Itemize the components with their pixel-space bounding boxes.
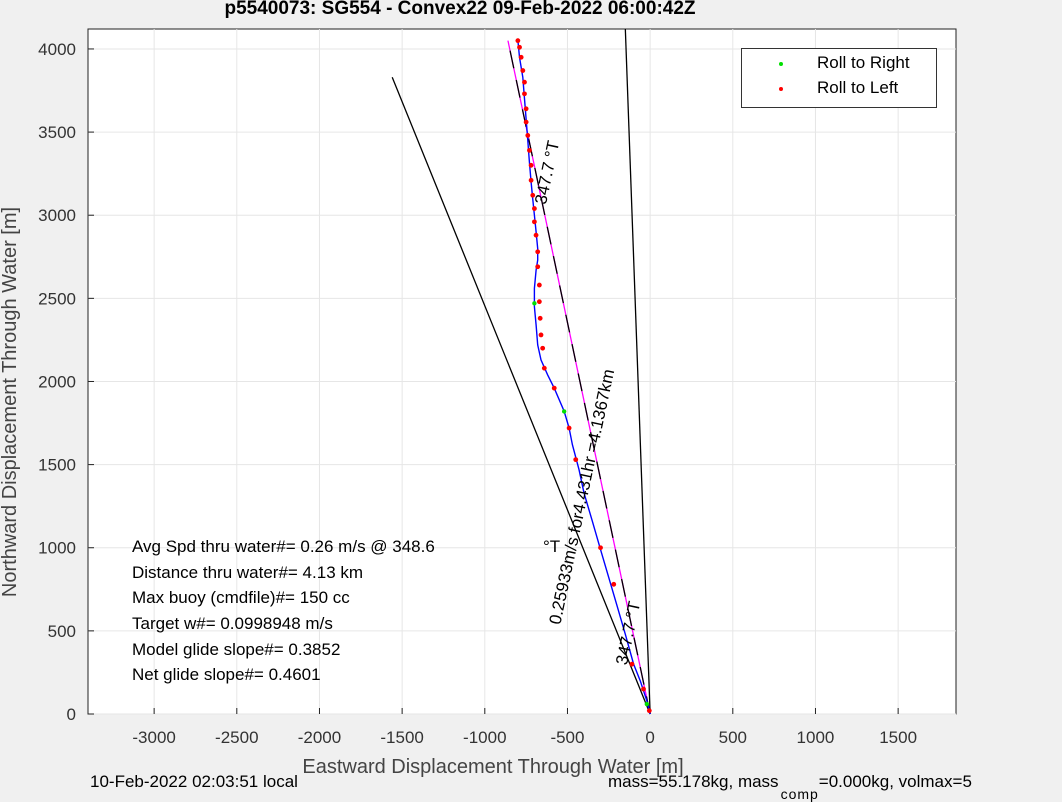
x-tick-label: -2500 bbox=[215, 728, 258, 747]
roll-left-point bbox=[517, 44, 522, 50]
x-tick-label: 500 bbox=[719, 728, 747, 747]
legend-item-roll-left: Roll to Left bbox=[742, 78, 936, 102]
y-tick-label: 1500 bbox=[38, 456, 76, 475]
y-tick-label: 3000 bbox=[38, 206, 76, 225]
roll-left-point bbox=[537, 315, 543, 321]
footer-mass-rest: =0.000kg, volmax=5 bbox=[818, 772, 972, 791]
footer-mass-sub: comp bbox=[780, 786, 819, 802]
y-tick-label: 1000 bbox=[38, 539, 76, 558]
annotation-line: Distance thru water#= 4.13 km bbox=[132, 562, 364, 582]
reference-lines bbox=[391, 28, 651, 715]
roll-left-point bbox=[540, 345, 546, 351]
x-tick-label: -1000 bbox=[463, 728, 506, 747]
roll-left-point bbox=[528, 177, 534, 183]
y-tick-label: 2000 bbox=[38, 372, 76, 391]
y-tick-label: 4000 bbox=[38, 40, 76, 59]
x-tick-label: -1500 bbox=[380, 728, 423, 747]
roll-left-point bbox=[525, 133, 531, 138]
annotation-line: Avg Spd thru water#= 0.26 m/s @ 348.6 bbox=[132, 537, 435, 556]
legend-item-roll-right: Roll to Right bbox=[742, 53, 936, 77]
roll-left-point bbox=[532, 219, 537, 225]
track-line bbox=[517, 40, 651, 715]
fit-lines bbox=[507, 40, 651, 715]
roll-left-point bbox=[641, 686, 646, 692]
annotation-line: Model glide slope#= 0.3852 bbox=[132, 639, 341, 659]
roll-left-point bbox=[541, 365, 547, 371]
reference-line bbox=[391, 76, 651, 715]
legend-marker-roll-right bbox=[779, 62, 783, 66]
roll-right-point bbox=[532, 301, 537, 306]
y-tick-label: 500 bbox=[48, 622, 76, 641]
x-tick-label: -2000 bbox=[298, 728, 341, 747]
reference-line bbox=[624, 28, 651, 715]
roll-left-point bbox=[536, 299, 542, 305]
roll-left-point bbox=[520, 68, 526, 73]
chart-title: p5540073: SG554 - Convex22 09-Feb-2022 0… bbox=[224, 0, 696, 19]
footer-mass: mass=55.178kg, masscomp=0.000kg, volmax=… bbox=[608, 772, 972, 802]
footer-local-time: 10-Feb-2022 02:03:51 local bbox=[90, 772, 298, 791]
roll-left-point bbox=[522, 91, 527, 97]
roll-left-point bbox=[629, 661, 635, 667]
stats-annotation: Avg Spd thru water#= 0.26 m/s @ 348.6 Di… bbox=[132, 537, 435, 691]
roll-points bbox=[515, 38, 652, 714]
x-tick-label: 0 bbox=[645, 728, 654, 747]
y-tick-label: 0 bbox=[67, 705, 76, 724]
roll-left-point bbox=[646, 708, 652, 714]
roll-left-point bbox=[530, 192, 536, 198]
roll-left-point bbox=[533, 232, 539, 238]
roll-left-point bbox=[536, 282, 542, 288]
y-tick-label: 2500 bbox=[38, 289, 76, 308]
roll-left-point bbox=[566, 425, 572, 431]
roll-left-point bbox=[522, 79, 527, 85]
y-tick-label: 3500 bbox=[38, 123, 76, 142]
annotation-degree-unit: °T bbox=[543, 537, 561, 556]
roll-left-point bbox=[573, 457, 579, 463]
x-tick-label: 1000 bbox=[797, 728, 835, 747]
legend-label: Roll to Left bbox=[817, 78, 899, 97]
legend: Roll to Right Roll to Left bbox=[741, 48, 937, 108]
roll-left-point bbox=[528, 162, 534, 168]
roll-left-point bbox=[535, 264, 541, 270]
roll-right-point bbox=[644, 701, 650, 707]
plot-area bbox=[87, 28, 957, 715]
x-axis: -3000 -2500 -2000 -1500 -1000 -500 0 500 1000 150… bbox=[132, 708, 917, 747]
annotation-line: Net glide slope#= 0.4601 bbox=[132, 665, 321, 685]
x-tick-label: -3000 bbox=[132, 728, 175, 747]
footer-mass-text: mass=55.178kg, mass bbox=[608, 772, 779, 791]
annotation-line: Max buoy (cmdfile)#= 150 cc bbox=[132, 588, 350, 608]
dashed-line bbox=[507, 40, 651, 715]
roll-left-point bbox=[518, 54, 524, 60]
grid bbox=[88, 29, 956, 715]
legend-label: Roll to Right bbox=[817, 53, 910, 72]
roll-left-point bbox=[535, 249, 541, 255]
y-axis: 0 500 1000 1500 2000 2500 3000 3500 4000 bbox=[38, 40, 94, 724]
roll-right-point bbox=[561, 409, 567, 414]
legend-marker-roll-left bbox=[779, 87, 783, 91]
roll-left-point bbox=[598, 545, 603, 551]
x-axis-label: Eastward Displacement Through Water [m] bbox=[302, 756, 683, 778]
roll-left-point bbox=[527, 147, 532, 153]
roll-left-point bbox=[538, 332, 544, 338]
roll-left-point bbox=[551, 385, 557, 391]
x-tick-label: 1500 bbox=[879, 728, 917, 747]
track-layer bbox=[517, 40, 651, 715]
y-axis-label: Northward Displacement Through Water [m] bbox=[0, 207, 21, 597]
roll-left-point bbox=[515, 38, 521, 44]
roll-left-point bbox=[523, 106, 529, 112]
annotation-line: Target w#= 0.0998948 m/s bbox=[132, 614, 333, 634]
roll-left-point bbox=[532, 206, 537, 211]
x-tick-label: -500 bbox=[550, 728, 584, 747]
roll-left-point bbox=[523, 119, 529, 125]
roll-left-point bbox=[611, 581, 617, 587]
